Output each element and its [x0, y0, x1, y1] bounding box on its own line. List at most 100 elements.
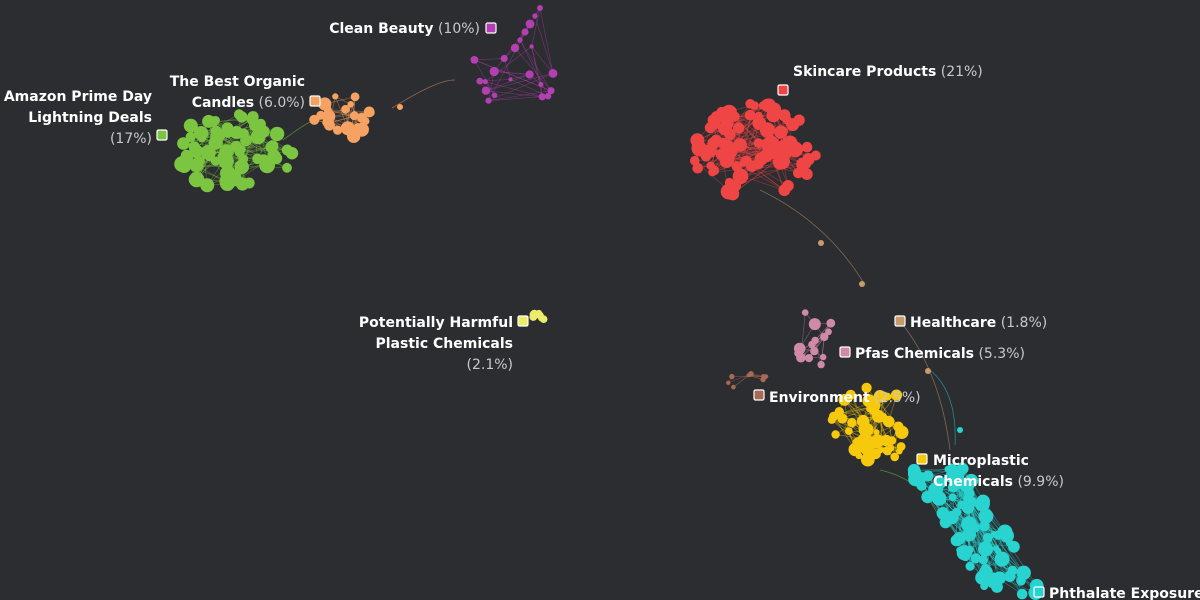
edge — [820, 336, 825, 365]
skincare-node — [750, 101, 759, 110]
prime-day-node — [285, 147, 299, 160]
phthalate-node — [945, 510, 959, 525]
edge — [539, 7, 554, 74]
phthalate-node — [937, 509, 946, 518]
skincare-node — [690, 155, 700, 166]
phthalate-node — [974, 496, 990, 512]
phthalate-node — [953, 476, 966, 489]
edge — [485, 90, 543, 98]
bridge-edge — [899, 320, 951, 451]
skincare-marker-icon[interactable] — [777, 84, 789, 96]
skincare-node — [802, 153, 815, 166]
microplastic-node — [873, 429, 880, 436]
phthalate-node — [956, 547, 963, 553]
environment-marker-icon[interactable] — [753, 389, 765, 401]
phthalate-node — [931, 491, 947, 506]
prime-day-node — [183, 118, 198, 133]
edge — [474, 59, 552, 92]
plastic-chemicals-marker-icon[interactable] — [517, 315, 529, 327]
edge — [808, 336, 825, 359]
edge — [524, 7, 541, 33]
skincare-node — [732, 122, 745, 134]
prime-day-node — [254, 131, 266, 143]
pfas-node — [801, 309, 809, 316]
microplastic-node — [831, 430, 840, 439]
bridge-edge — [759, 189, 866, 286]
microplastic-pct: (9.9%) — [1013, 474, 1064, 490]
skincare-node — [759, 122, 775, 138]
clean-beauty-node — [537, 5, 543, 11]
prime-day-node — [200, 145, 216, 160]
edge — [488, 95, 549, 102]
microplastic-label-line: Microplastic — [933, 453, 1029, 469]
prime-day-node — [179, 152, 194, 166]
skincare-node — [732, 168, 749, 185]
prime-day-label-line: Amazon Prime Day — [4, 89, 152, 105]
skincare-node — [720, 183, 737, 200]
phthalate-node — [1005, 539, 1014, 548]
pfas-node — [808, 318, 821, 331]
prime-day-node — [185, 131, 196, 142]
clean-beauty-node — [521, 28, 529, 36]
microplastic-node — [890, 389, 903, 401]
phthalate-node — [950, 534, 963, 547]
organic-candles-node — [347, 101, 355, 108]
edge — [531, 46, 554, 74]
pfas-node — [804, 354, 814, 363]
clean-beauty-node — [510, 43, 520, 53]
edge — [740, 164, 808, 177]
clean-beauty-node — [548, 69, 558, 78]
skincare-node — [719, 154, 734, 168]
phthalate-node — [993, 530, 1004, 540]
clean-beauty-node — [489, 66, 499, 77]
skincare-node — [744, 109, 756, 121]
prime-day-node — [189, 158, 204, 173]
skincare-node — [765, 143, 782, 159]
organic-candles-node — [354, 122, 369, 137]
clean-beauty-marker-icon[interactable] — [485, 22, 497, 34]
environment-node — [748, 371, 754, 377]
organic-candles-marker-icon[interactable] — [309, 95, 321, 107]
prime-day-node — [270, 152, 283, 165]
pfas-label-line: Pfas Chemicals — [855, 346, 974, 362]
edge — [488, 71, 495, 101]
edge — [751, 165, 785, 191]
bridge-node — [925, 368, 931, 374]
pfas-marker-icon[interactable] — [839, 346, 851, 358]
phthalate-marker-icon[interactable] — [1033, 586, 1045, 598]
pfas-node — [820, 332, 829, 342]
clean-beauty-node — [547, 87, 555, 95]
edge — [519, 39, 549, 97]
microplastic-node — [890, 452, 899, 462]
clean-beauty-node — [476, 77, 484, 85]
skincare-node — [765, 133, 775, 144]
pfas-pct: (5.3%) — [974, 346, 1025, 362]
edge — [514, 47, 552, 91]
phthalate-node — [986, 573, 1001, 588]
edge — [983, 559, 1011, 576]
organic-candles-node — [322, 109, 336, 123]
phthalate-node — [964, 481, 975, 492]
edge — [985, 516, 1024, 573]
skincare-node — [707, 114, 719, 126]
phthalate-node — [1016, 565, 1031, 580]
edge — [474, 59, 495, 96]
clean-beauty-node — [538, 93, 546, 101]
microplastic-label-line: Chemicals — [933, 474, 1013, 490]
skincare-node — [733, 138, 747, 152]
prime-day-node — [265, 142, 277, 153]
phthalate-node — [961, 501, 975, 514]
plastic-chemicals-node — [529, 313, 538, 321]
bridge-node — [957, 427, 963, 433]
microplastic-marker-icon[interactable] — [916, 453, 928, 465]
prime-day-node — [189, 144, 203, 159]
prime-day-marker-icon[interactable] — [156, 129, 168, 141]
skincare-node — [754, 111, 763, 121]
edge — [485, 74, 530, 92]
phthalate-node — [965, 561, 975, 571]
prime-day-node — [282, 162, 292, 173]
organic-candles-node — [366, 108, 375, 117]
healthcare-marker-icon[interactable] — [894, 315, 906, 327]
edge — [733, 374, 749, 388]
skincare-node — [720, 139, 735, 154]
